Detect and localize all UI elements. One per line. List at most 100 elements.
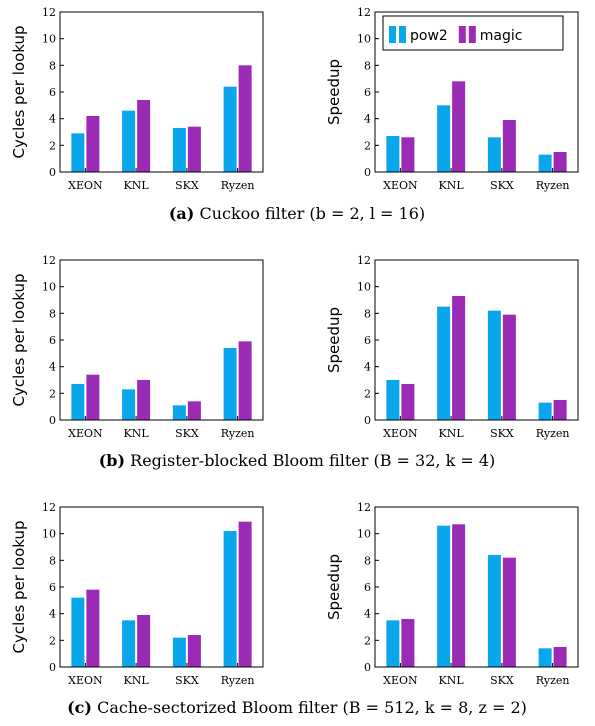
bar-magic-ryzen [238,341,252,420]
bar-magic-ryzen [238,521,252,667]
bar-pow2-ryzen [538,648,552,667]
chart-panel-4: 0 2 4 6 8 10 12 XEON KNL SKX Ryzen Speedup [325,254,579,440]
bar-magic-xeon [401,137,415,172]
legend-swatch-pow2 [389,26,406,43]
bar-magic-xeon [86,589,100,667]
bar-magic-skx [502,557,516,667]
y-tick-label: 2 [364,139,371,152]
bar-magic-skx [502,314,516,420]
y-tick-label: 8 [49,554,56,567]
bar-pow2-ryzen [538,154,552,172]
bar-pow2-knl [122,110,136,172]
y-tick-label: 12 [357,254,371,267]
bar-magic-knl [452,524,466,667]
bar-pow2-knl [122,389,136,420]
y-tick-label: 8 [364,307,371,320]
bar-pow2-xeon [386,136,400,172]
y-tick-label: 2 [49,634,56,647]
caption-label: (c) [67,698,92,717]
y-tick-label: 6 [49,334,56,347]
y-tick-label: 8 [364,554,371,567]
y-tick-label: 10 [42,528,56,541]
y-tick-label: 8 [49,307,56,320]
bar-pow2-ryzen [223,348,237,420]
bar-magic-skx [187,401,201,420]
legend-label-pow2: pow2 [410,28,448,44]
caption-text: Register-blocked Bloom filter (B = 32, k… [130,451,495,470]
y-tick-label: 10 [42,33,56,46]
bar-pow2-xeon [71,597,85,667]
bar-pow2-xeon [386,380,400,420]
x-tick-label: SKX [490,427,514,440]
y-tick-label: 6 [364,581,371,594]
y-tick-label: 6 [364,86,371,99]
plot-frame [374,259,579,421]
y-tick-label: 10 [357,528,371,541]
x-tick-label: SKX [175,674,199,687]
chart-panel-3: 0 2 4 6 8 10 12 XEON KNL SKX Ryzen Cycles per looku… [10,254,264,440]
x-tick-label: Ryzen [221,179,255,192]
x-tick-label: KNL [439,427,465,440]
x-tick-label: Ryzen [221,674,255,687]
x-tick-label: Ryzen [536,674,570,687]
y-tick-label: 4 [364,361,371,374]
bar-magic-knl [137,100,151,172]
y-tick-label: 12 [357,501,371,514]
chart-panel-6: 0 2 4 6 8 10 12 XEON KNL SKX Ryzen Speedup [325,501,579,687]
y-tick-label: 6 [49,86,56,99]
y-tick-label: 12 [42,501,56,514]
bar-pow2-xeon [71,384,85,420]
bar-pow2-knl [437,306,451,420]
bar-magic-skx [187,126,201,172]
y-axis-label: Cycles per lookup [10,520,28,653]
y-tick-label: 0 [49,661,56,674]
y-tick-label: 0 [364,166,371,179]
caption-label: (a) [169,204,195,223]
x-tick-label: KNL [439,674,465,687]
x-tick-label: XEON [68,674,103,687]
y-axis-label: Speedup [325,554,343,620]
plot-frame [59,11,264,173]
caption-text: Cache-sectorized Bloom filter (B = 512, … [97,698,527,717]
caption: (b) Register-blocked Bloom filter (B = 3… [99,451,496,470]
x-tick-label: Ryzen [536,427,570,440]
x-tick-label: XEON [383,427,418,440]
legend-swatch-magic [458,26,476,43]
y-tick-label: 6 [364,334,371,347]
bar-magic-ryzen [553,152,567,172]
y-tick-label: 12 [42,6,56,19]
plot-frame [59,259,264,421]
bar-magic-ryzen [553,400,567,420]
x-tick-label: KNL [124,674,150,687]
bar-pow2-skx [172,128,186,172]
bar-magic-ryzen [553,647,567,667]
bar-pow2-skx [487,310,501,420]
bar-pow2-skx [487,137,501,172]
x-tick-label: Ryzen [536,179,570,192]
x-tick-label: KNL [439,179,465,192]
y-axis-label: Speedup [325,307,343,373]
bar-pow2-skx [487,555,501,667]
caption-text: Cuckoo filter (b = 2, l = 16) [199,204,425,223]
y-tick-label: 2 [364,634,371,647]
y-tick-label: 2 [49,387,56,400]
y-axis-label: Cycles per lookup [10,273,28,406]
y-tick-label: 4 [364,113,371,126]
bar-magic-xeon [401,619,415,667]
x-tick-label: SKX [490,674,514,687]
bar-pow2-ryzen [223,86,237,172]
y-tick-label: 6 [49,581,56,594]
y-tick-label: 4 [49,113,56,126]
y-tick-label: 0 [49,166,56,179]
y-tick-label: 2 [49,139,56,152]
bar-magic-knl [137,380,151,420]
x-tick-label: KNL [124,427,150,440]
bar-pow2-skx [172,405,186,420]
bar-pow2-knl [122,620,136,667]
bar-magic-xeon [401,384,415,420]
caption-label: (b) [99,451,125,470]
bar-magic-knl [452,81,466,172]
y-tick-label: 4 [49,361,56,374]
bar-pow2-ryzen [223,531,237,667]
